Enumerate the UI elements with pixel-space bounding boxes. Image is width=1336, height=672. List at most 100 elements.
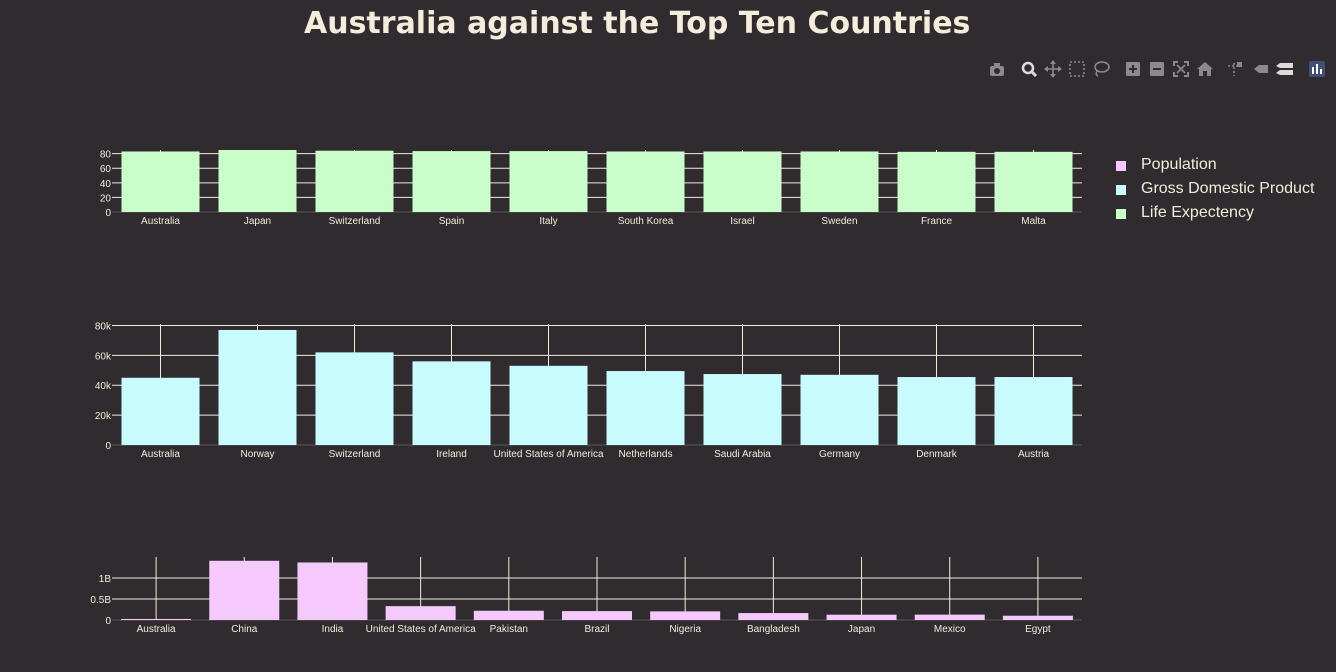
spike-lines-icon[interactable] [1224,58,1246,80]
bar-population[interactable] [738,613,809,620]
x-tick-label: Switzerland [329,449,381,460]
hover-closest-icon[interactable] [1250,58,1272,80]
x-tick-label: Sweden [821,216,857,227]
zoom-in-icon[interactable] [1122,58,1144,80]
bar-life-expectency[interactable] [121,151,200,212]
bar-life-expectency[interactable] [509,151,588,212]
y-tick-label: 0 [105,616,111,627]
bar-life-expectency[interactable] [218,150,297,212]
x-tick-label: Ireland [436,449,467,460]
legend-label-population: Population [1141,156,1217,173]
bar-life-expectency[interactable] [606,151,685,212]
x-tick-label: Israel [730,216,754,227]
y-tick-label: 20 [100,193,112,204]
x-tick-label: Australia [141,449,180,460]
y-tick-label: 1B [99,574,112,585]
legend-swatch-gdp [1115,184,1127,196]
zoom-out-icon-glyph [1150,62,1164,76]
plotly-logo-icon-glyph [1309,61,1325,77]
x-tick-label: Spain [439,216,465,227]
zoom-out-icon[interactable] [1146,58,1168,80]
legend-item-gdp[interactable]: Gross Domestic Product [1110,178,1330,202]
bar-population[interactable] [121,618,192,620]
bar-life-expectency[interactable] [703,151,782,212]
hover-closest-icon-glyph [1254,65,1268,73]
legend-item-population[interactable]: Population [1110,154,1330,178]
zoom-icon[interactable] [1018,58,1040,80]
x-tick-label: Mexico [934,624,966,635]
legend-label-life-expectency: Life Expectency [1141,204,1254,221]
x-tick-label: Japan [848,624,875,635]
box-select-icon-glyph [1069,61,1085,77]
bar-life-expectency[interactable] [315,150,394,212]
bar-life-expectency[interactable] [994,151,1073,212]
x-tick-label: Italy [539,216,557,227]
bar-gdp[interactable] [897,377,976,445]
bar-life-expectency[interactable] [800,151,879,212]
lasso-select-icon-glyph [1094,61,1110,77]
plotly-logo-icon[interactable] [1306,58,1328,80]
x-tick-label: Brazil [584,624,609,635]
chart-title: Australia against the Top Ten Countries [304,6,971,41]
x-tick-label: Australia [141,216,180,227]
reset-axes-icon[interactable] [1194,58,1216,80]
bar-population[interactable] [297,562,368,620]
bar-life-expectency[interactable] [412,151,491,212]
y-tick-label: 0 [105,208,111,219]
bar-gdp[interactable] [121,377,200,445]
bar-population[interactable] [209,560,280,620]
bar-population[interactable] [473,610,544,620]
bar-gdp[interactable] [606,371,685,445]
subplot-population[interactable]: 0 0.5B 1B Australia China India United States … [90,557,1082,635]
bar-gdp[interactable] [800,374,879,445]
bar-population[interactable] [650,611,721,620]
bar-gdp[interactable] [994,377,1073,445]
autoscale-icon[interactable] [1170,58,1192,80]
x-tick-label: India [322,624,344,635]
x-tick-label: Germany [819,449,860,460]
bar-gdp[interactable] [509,365,588,445]
y-tick-label: 80k [95,321,112,332]
bar-population[interactable] [385,606,456,620]
x-tick-label: Denmark [916,449,958,460]
bar-population[interactable] [1002,615,1073,620]
bar-gdp[interactable] [412,361,491,445]
y-tick-label: 20k [95,411,112,422]
x-tick-label: China [231,624,258,635]
x-tick-label: France [921,216,953,227]
zoom-in-icon-glyph [1126,62,1140,76]
legend-swatch-population [1115,160,1127,172]
autoscale-icon-glyph [1173,61,1189,77]
x-tick-label: Austria [1018,449,1050,460]
subplot-gdp[interactable]: 0 20k 40k 60k 80k Australia Norway Switzerland I… [95,321,1082,460]
bar-gdp[interactable] [218,329,297,445]
bar-gdp[interactable] [703,374,782,445]
download-plot-icon[interactable] [986,58,1008,80]
bar-gdp[interactable] [315,352,394,445]
x-tick-label: Egypt [1025,624,1051,635]
x-tick-label: Norway [241,449,275,460]
reset-axes-icon-glyph [1197,62,1213,76]
x-tick-label: Japan [244,216,271,227]
pan-icon-glyph [1044,60,1062,78]
x-tick-label: Nigeria [669,624,701,635]
legend-swatch-life-expectency [1115,208,1127,220]
legend-item-life-expectency[interactable]: Life Expectency [1110,202,1330,226]
bar-life-expectency[interactable] [897,151,976,212]
hover-compare-icon[interactable] [1274,58,1296,80]
bar-population[interactable] [826,614,897,620]
x-tick-label: United States of America [366,624,476,635]
y-tick-label: 40k [95,381,112,392]
bar-population[interactable] [562,611,632,620]
bar-population[interactable] [914,614,985,620]
y-tick-label: 0 [105,441,111,452]
y-tick-label: 60k [95,351,112,362]
lasso-select-icon[interactable] [1090,58,1112,80]
subplot-life-expectency[interactable]: 0 20 40 60 80 Australia Japan Switzerland Spain I… [100,150,1082,227]
pan-icon[interactable] [1042,58,1064,80]
box-select-icon[interactable] [1066,58,1088,80]
y-tick-label: 40 [100,179,112,190]
spike-lines-icon-glyph [1228,62,1242,76]
x-tick-label: Netherlands [619,449,673,460]
